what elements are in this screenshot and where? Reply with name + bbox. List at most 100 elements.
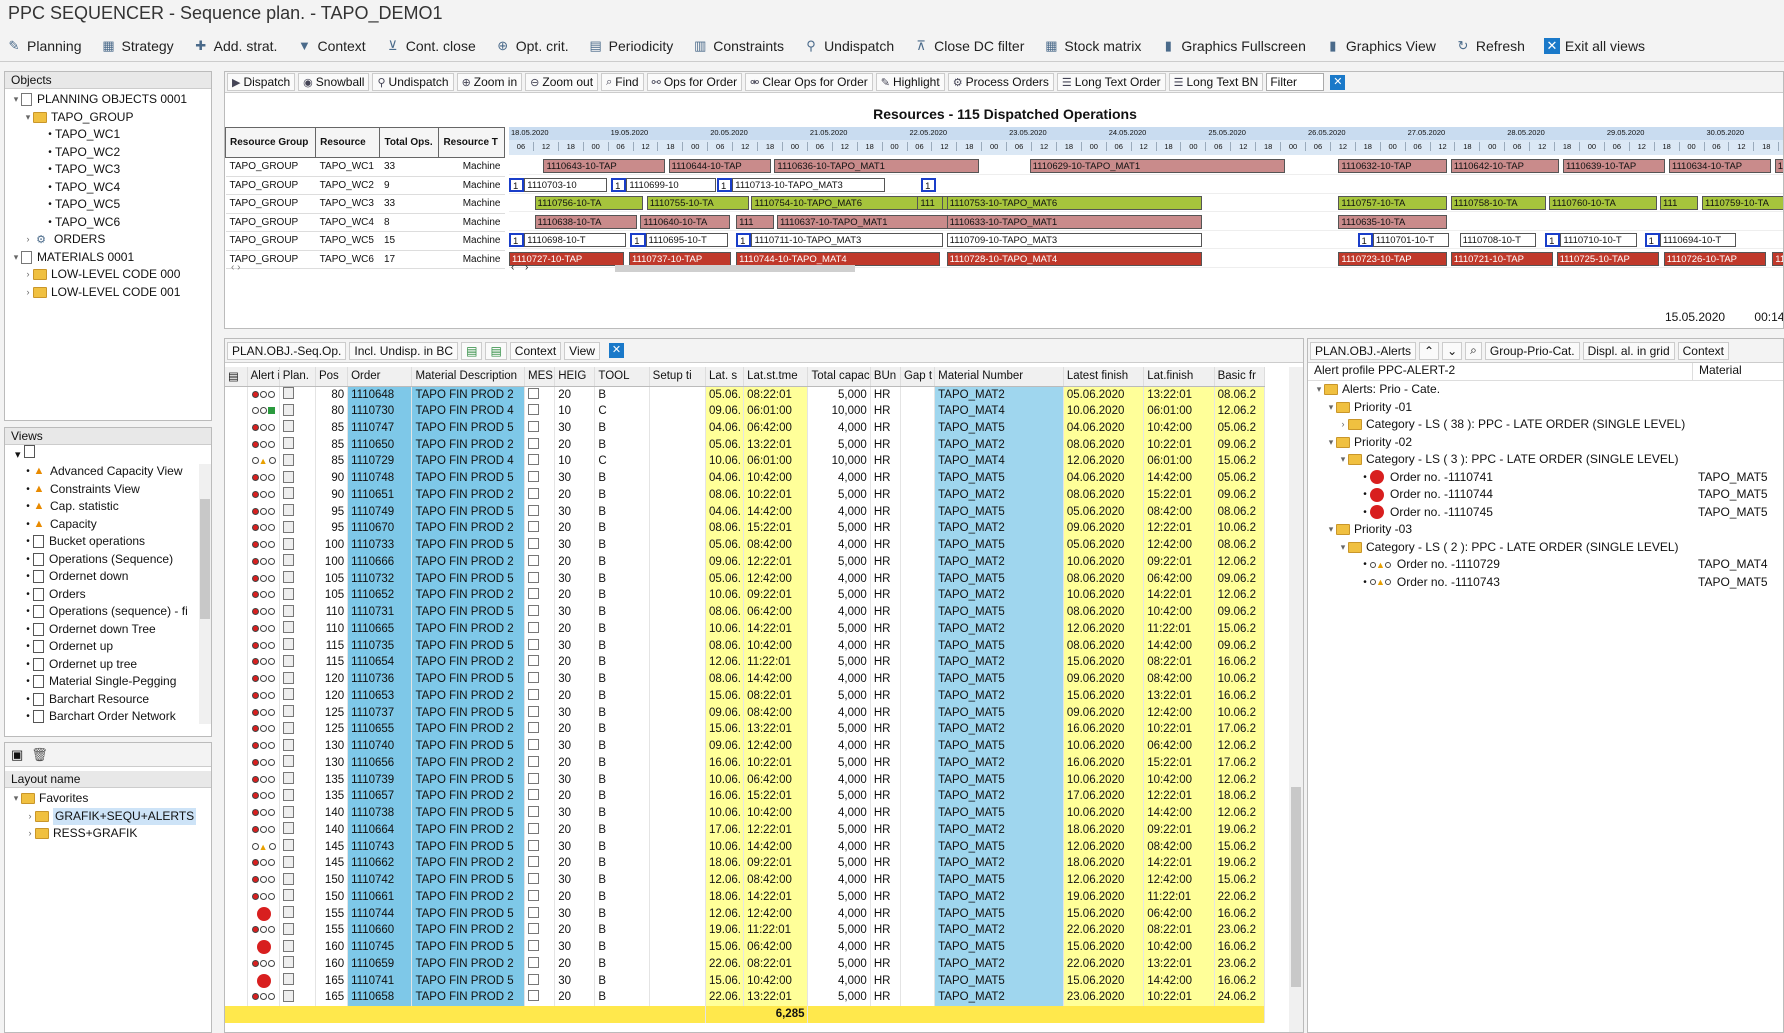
graphic-process-orders-button[interactable]: ⚙ Process Orders bbox=[947, 73, 1054, 91]
grid-context-button[interactable]: Context bbox=[509, 341, 562, 360]
row-selector[interactable] bbox=[225, 486, 248, 504]
graphic-snowball-button[interactable]: ◉ Snowball bbox=[298, 73, 370, 91]
alerts-tree-item[interactable]: ▾ Alerts: Prio - Cate. bbox=[1308, 381, 1783, 399]
gantt-bar[interactable]: 1110643-10-TAP bbox=[543, 159, 665, 173]
alerts-tree-item[interactable]: • ▲ Order no. -1110743 TAPO_MAT5 bbox=[1308, 574, 1783, 592]
gantt-bar[interactable]: 1110715-10-TAPO_MAT4 bbox=[1772, 251, 1783, 266]
gantt-bar[interactable]: 1110698-10-T bbox=[524, 233, 627, 247]
grid-col-header[interactable]: TOOL bbox=[594, 367, 650, 387]
resource-col-header[interactable]: Resource T bbox=[438, 127, 505, 158]
mes-checkbox[interactable] bbox=[528, 789, 540, 801]
plan-icon[interactable] bbox=[279, 670, 316, 688]
plan-icon[interactable] bbox=[279, 503, 316, 520]
expand-icon[interactable]: ▾ bbox=[13, 793, 19, 803]
grid-col-header[interactable]: Latest finish bbox=[1063, 367, 1145, 387]
plan-icon[interactable] bbox=[279, 436, 316, 453]
grid-col-header[interactable]: Gap t bbox=[900, 367, 936, 387]
objects-item[interactable]: • TAPO_WC1 bbox=[5, 126, 211, 144]
alerts-tree-item[interactable]: • Order no. -1110741 TAPO_MAT5 bbox=[1308, 469, 1783, 487]
cell-mes[interactable] bbox=[524, 855, 556, 872]
gantt-bar[interactable]: 1110708-10-T bbox=[1459, 233, 1537, 247]
cell-order[interactable]: 1110739 bbox=[347, 771, 413, 788]
plan-icon[interactable] bbox=[279, 536, 316, 554]
cell-order[interactable]: 1110743 bbox=[347, 838, 413, 855]
views-scrollbar[interactable] bbox=[199, 464, 211, 724]
mes-checkbox[interactable] bbox=[528, 739, 540, 751]
table-row[interactable]: 155 1110660 TAPO FIN PROD 2 20 B 19.06. 11:22:… bbox=[225, 922, 1266, 939]
row-selector[interactable] bbox=[225, 419, 248, 437]
plan-icon[interactable] bbox=[279, 419, 316, 437]
cell-mes[interactable] bbox=[524, 469, 556, 487]
expand-icon[interactable]: › bbox=[28, 828, 32, 838]
cell-mes[interactable] bbox=[524, 670, 556, 688]
grid-view-button[interactable]: View bbox=[564, 341, 600, 360]
resource-row[interactable]: TAPO_GROUP TAPO_WC6 17 Machine bbox=[225, 250, 505, 269]
row-selector[interactable] bbox=[225, 704, 248, 721]
alerts-tree-item[interactable]: ▾ Category - LS ( 2 ): PPC - LATE ORDER (… bbox=[1308, 539, 1783, 557]
mes-checkbox[interactable] bbox=[528, 404, 540, 416]
mes-checkbox[interactable] bbox=[528, 437, 540, 449]
plan-icon[interactable] bbox=[279, 386, 316, 403]
cell-order[interactable]: 1110654 bbox=[347, 654, 413, 671]
table-row[interactable]: 95 1110670 TAPO FIN PROD 2 20 B 08.06. 15:22:0… bbox=[225, 520, 1266, 537]
alerts-tree-item[interactable]: ▾ Priority -01 bbox=[1308, 399, 1783, 417]
views-item[interactable]: • Material Single-Pegging bbox=[23, 673, 211, 691]
plan-icon[interactable] bbox=[279, 587, 316, 604]
alerts-tree-item[interactable]: • Order no. -1110745 TAPO_MAT5 bbox=[1308, 504, 1783, 522]
graphic-clear-ops-for-order-button[interactable]: ⚮ Clear Ops for Order bbox=[745, 73, 873, 91]
gantt-scroll-left[interactable]: ‹ bbox=[511, 262, 515, 273]
row-selector[interactable] bbox=[225, 620, 248, 638]
expand-all-icon[interactable]: ⌄ bbox=[1442, 341, 1463, 360]
grid-col-header[interactable]: HEIG bbox=[554, 367, 596, 387]
cell-order[interactable]: 1110650 bbox=[347, 436, 413, 453]
cell-order[interactable]: 1110731 bbox=[347, 603, 413, 621]
gantt-bar[interactable]: 1110757-10-TA bbox=[1338, 196, 1447, 210]
cell-order[interactable]: 1110664 bbox=[347, 821, 413, 839]
gantt-bar[interactable]: 1110635-10-TA bbox=[1338, 214, 1447, 229]
cell-order[interactable]: 1110729 bbox=[347, 453, 413, 470]
expand-icon[interactable]: ▾ bbox=[1340, 541, 1346, 552]
table-row[interactable]: 85 1110650 TAPO FIN PROD 2 20 B 05.06. 13:22:0… bbox=[225, 436, 1266, 453]
row-selector[interactable] bbox=[225, 570, 248, 587]
cell-mes[interactable] bbox=[524, 419, 556, 437]
table-row[interactable]: 150 1110661 TAPO FIN PROD 2 20 B 18.06. 14:22:… bbox=[225, 888, 1266, 906]
mes-checkbox[interactable] bbox=[528, 822, 540, 834]
toolbar-periodicity-button[interactable]: ▤ Periodicity bbox=[588, 38, 674, 54]
mes-checkbox[interactable] bbox=[528, 722, 540, 734]
grid-col-header[interactable]: Material Description bbox=[411, 367, 526, 387]
cell-order[interactable]: 1110745 bbox=[347, 938, 413, 956]
toolbar-exit-all-views-button[interactable]: ✕ Exit all views bbox=[1543, 38, 1645, 54]
table-row[interactable]: 105 1110652 TAPO FIN PROD 2 20 B 10.06. 09:22:… bbox=[225, 587, 1266, 604]
plan-icon[interactable] bbox=[279, 453, 316, 470]
export-icon[interactable]: ▤ bbox=[461, 341, 483, 360]
views-item[interactable]: • ▲ Advanced Capacity View bbox=[23, 463, 211, 481]
gantt-bar[interactable]: 1110649-10-TAPO_MAT bbox=[1774, 159, 1783, 173]
toolbar-opt-crit--button[interactable]: ⊕ Opt. crit. bbox=[495, 38, 568, 54]
row-selector[interactable] bbox=[225, 838, 248, 855]
mes-checkbox[interactable] bbox=[528, 487, 540, 499]
gantt-bar[interactable]: 1110759-10-TA bbox=[1702, 196, 1783, 210]
views-item[interactable]: • Barchart Order Network bbox=[23, 708, 211, 726]
plan-icon[interactable] bbox=[279, 637, 316, 654]
grid-col-header[interactable]: Lat.st.tme bbox=[743, 367, 809, 387]
resource-col-header[interactable]: Resource bbox=[315, 127, 381, 158]
row-selector[interactable] bbox=[225, 855, 248, 872]
cell-mes[interactable] bbox=[524, 536, 556, 554]
plan-icon[interactable] bbox=[279, 687, 316, 705]
alerts-tree-item[interactable]: ▾ Category - LS ( 3 ): PPC - LATE ORDER (… bbox=[1308, 451, 1783, 469]
table-row[interactable]: 110 1110665 TAPO FIN PROD 2 20 B 10.06. 14:22:… bbox=[225, 620, 1266, 638]
gantt-bar[interactable]: 111 bbox=[917, 196, 943, 210]
toolbar-planning-button[interactable]: ✎ Planning bbox=[6, 38, 82, 54]
row-selector[interactable] bbox=[225, 687, 248, 705]
cell-order[interactable]: 1110656 bbox=[347, 754, 413, 772]
grid-col-header[interactable]: Material Number bbox=[934, 367, 1064, 387]
mes-checkbox[interactable] bbox=[528, 605, 540, 617]
row-selector[interactable] bbox=[225, 386, 248, 403]
table-row[interactable]: 125 1110655 TAPO FIN PROD 2 20 B 15.06. 13:22:… bbox=[225, 721, 1266, 738]
cell-order[interactable]: 1110670 bbox=[347, 520, 413, 537]
gantt-bar[interactable]: 1110640-10-TA bbox=[640, 214, 730, 229]
row-selector[interactable] bbox=[225, 804, 248, 822]
grid-col-header[interactable]: Setup ti bbox=[649, 367, 706, 387]
table-row[interactable]: 115 1110654 TAPO FIN PROD 2 20 B 12.06. 11:22:… bbox=[225, 654, 1266, 671]
objects-item[interactable]: ▾ PLANNING OBJECTS 0001 bbox=[5, 91, 211, 109]
